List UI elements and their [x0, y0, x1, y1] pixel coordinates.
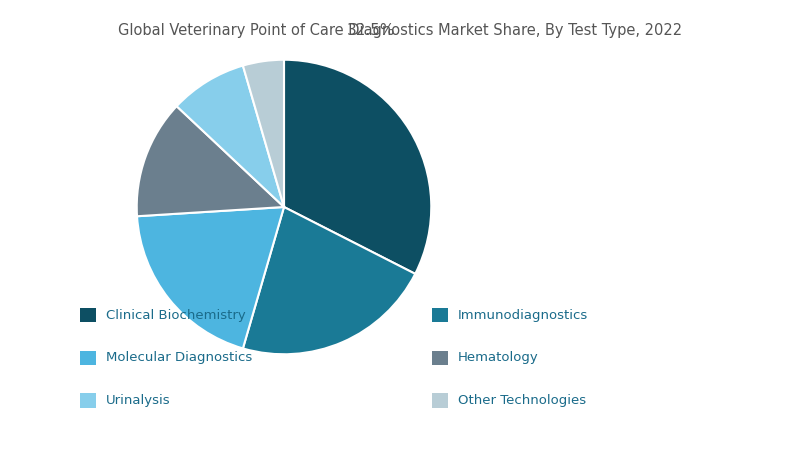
Wedge shape — [243, 60, 284, 207]
Wedge shape — [137, 106, 284, 216]
Text: 32.5%: 32.5% — [347, 23, 396, 38]
Wedge shape — [243, 207, 415, 354]
Text: Clinical Biochemistry: Clinical Biochemistry — [106, 309, 246, 321]
Text: Global Veterinary Point of Care Diagnostics Market Share, By Test Type, 2022: Global Veterinary Point of Care Diagnost… — [118, 22, 682, 37]
Wedge shape — [177, 66, 284, 207]
Text: Source: www.gminsights.com: Source: www.gminsights.com — [612, 432, 776, 441]
Wedge shape — [284, 60, 431, 274]
Text: Hematology: Hematology — [458, 351, 538, 364]
Text: Immunodiagnostics: Immunodiagnostics — [458, 309, 588, 321]
Text: Molecular Diagnostics: Molecular Diagnostics — [106, 351, 252, 364]
Wedge shape — [137, 207, 284, 348]
Text: Urinalysis: Urinalysis — [106, 394, 170, 407]
Text: Other Technologies: Other Technologies — [458, 394, 586, 407]
